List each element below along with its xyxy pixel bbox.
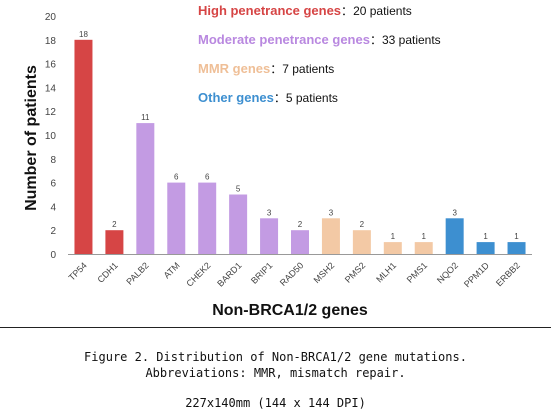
x-tick-label: ERBB2 bbox=[494, 260, 522, 288]
bar-value-label: 1 bbox=[422, 232, 427, 241]
bar-ppm1d bbox=[476, 242, 495, 254]
y-tick-label: 8 bbox=[50, 155, 56, 166]
x-tick-label: BRIP1 bbox=[249, 260, 274, 285]
legend-separator: ： bbox=[274, 91, 286, 105]
bar-value-label: 5 bbox=[236, 185, 241, 194]
legend-name: MMR genes bbox=[198, 61, 270, 76]
y-axis-ticks: 0 2 4 6 8 10 12 14 16 18 20 bbox=[45, 12, 57, 261]
bar-pms1 bbox=[414, 242, 433, 254]
bar-value-label: 3 bbox=[329, 208, 334, 217]
legend-separator: ： bbox=[370, 33, 382, 47]
legend-separator: ： bbox=[270, 62, 282, 76]
bar-tp54 bbox=[74, 39, 93, 254]
figure-caption: Figure 2. Distribution of Non-BRCA1/2 ge… bbox=[84, 350, 467, 364]
x-tick-label: PPM1D bbox=[462, 260, 491, 289]
x-tick-label: MLH1 bbox=[374, 260, 398, 284]
x-tick-label: PMS2 bbox=[343, 260, 367, 284]
legend-count: 33 patients bbox=[382, 33, 441, 47]
y-tick-label: 2 bbox=[50, 226, 56, 237]
bar-value-label: 18 bbox=[79, 30, 88, 39]
figure-size-note: 227x140mm (144 x 144 DPI) bbox=[185, 396, 366, 410]
bar-value-label: 1 bbox=[483, 232, 488, 241]
bar-value-label: 3 bbox=[452, 208, 457, 217]
x-tick-label: BARD1 bbox=[215, 260, 243, 288]
y-tick-label: 6 bbox=[50, 179, 56, 190]
legend-entry-moderate: Moderate penetrance genes：33 patients bbox=[198, 32, 441, 47]
y-tick-label: 12 bbox=[45, 107, 57, 118]
bar-cdh1 bbox=[105, 230, 124, 254]
legend-count: 20 patients bbox=[353, 4, 412, 18]
legend-count: 7 patients bbox=[282, 62, 334, 76]
bar-nqo2 bbox=[445, 218, 464, 254]
y-tick-label: 16 bbox=[45, 60, 57, 71]
bar-rad50 bbox=[291, 230, 309, 254]
legend-count: 5 patients bbox=[286, 91, 338, 105]
y-tick-label: 0 bbox=[50, 250, 56, 261]
legend-name: Moderate penetrance genes bbox=[198, 32, 370, 47]
x-tick-label: PMS1 bbox=[405, 260, 429, 284]
x-tick-label: PALB2 bbox=[124, 260, 150, 286]
legend-entry-other: Other genes：5 patients bbox=[198, 90, 338, 105]
y-tick-label: 20 bbox=[45, 12, 57, 23]
bar-atm bbox=[167, 182, 186, 254]
bar-pms2 bbox=[352, 230, 371, 254]
bar-brip1 bbox=[260, 218, 279, 254]
x-axis-ticks: TP54 CDH1 PALB2 ATM CHEK2 BARD1 BRIP1 RAD50 MSH2… bbox=[67, 260, 522, 289]
bar-palb2 bbox=[136, 123, 155, 254]
x-tick-label: CDH1 bbox=[95, 260, 119, 284]
caption-divider bbox=[0, 327, 551, 328]
bar-erbb2 bbox=[507, 242, 526, 254]
bar-chart: Number of patients Non-BRCA1/2 genes 0 2 4… bbox=[23, 3, 532, 319]
bar-msh2 bbox=[321, 218, 340, 254]
x-tick-label: TP54 bbox=[67, 260, 89, 282]
legend-name: Other genes bbox=[198, 90, 274, 105]
bar-value-label: 1 bbox=[514, 232, 519, 241]
legend: High penetrance genes：20 patientsModerat… bbox=[198, 3, 441, 105]
y-axis-label: Number of patients bbox=[23, 65, 40, 211]
bar-value-label: 2 bbox=[298, 220, 303, 229]
x-tick-label: MSH2 bbox=[312, 260, 337, 285]
abbreviations-note: Abbreviations: MMR, mismatch repair. bbox=[145, 366, 406, 380]
legend-entry-high: High penetrance genes：20 patients bbox=[198, 3, 412, 18]
legend-separator: ： bbox=[341, 4, 353, 18]
bar-value-label: 2 bbox=[112, 220, 117, 229]
x-axis-label: Non-BRCA1/2 genes bbox=[212, 302, 368, 319]
x-tick-label: ATM bbox=[162, 260, 182, 280]
x-tick-label: CHEK2 bbox=[184, 260, 212, 288]
x-tick-label: RAD50 bbox=[278, 260, 306, 288]
x-tick-label: NQO2 bbox=[435, 260, 460, 285]
bar-value-label: 6 bbox=[174, 173, 179, 182]
y-axis-title: Number of patients bbox=[23, 65, 40, 211]
bar-value-label: 11 bbox=[141, 113, 150, 122]
bar-chek2 bbox=[198, 182, 217, 254]
bar-mlh1 bbox=[383, 242, 402, 254]
legend-entry-mmr: MMR genes：7 patients bbox=[198, 61, 334, 76]
bar-value-label: 2 bbox=[360, 220, 365, 229]
legend-name: High penetrance genes bbox=[198, 3, 341, 18]
y-tick-label: 10 bbox=[45, 131, 57, 142]
bar-value-label: 6 bbox=[205, 173, 210, 182]
bar-value-label: 1 bbox=[391, 232, 396, 241]
y-tick-label: 14 bbox=[45, 83, 57, 94]
bar-bard1 bbox=[229, 194, 248, 254]
y-tick-label: 18 bbox=[45, 36, 57, 47]
y-tick-label: 4 bbox=[50, 202, 56, 213]
bar-value-label: 3 bbox=[267, 208, 272, 217]
